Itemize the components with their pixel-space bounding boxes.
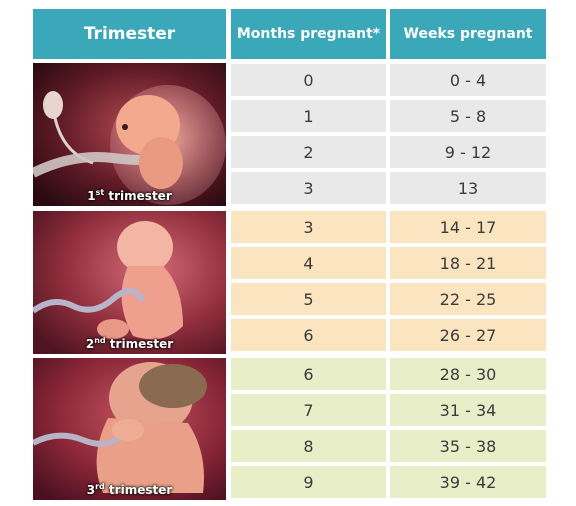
table-cell-months: 7 xyxy=(231,394,386,426)
trimester-3-image: 3rd trimester xyxy=(33,358,226,500)
header-weeks-pregnant: Weeks pregnant xyxy=(390,9,546,59)
table-cell-weeks: 28 - 30 xyxy=(390,358,546,390)
table-cell-weeks: 22 - 25 xyxy=(390,283,546,315)
table-cell-months: 6 xyxy=(231,358,386,390)
table-cell-weeks: 9 - 12 xyxy=(390,136,546,168)
baby-illustration xyxy=(33,358,226,500)
trimester-3-label: 3rd trimester xyxy=(86,482,173,497)
trimester-2-label: 2nd trimester xyxy=(85,336,174,351)
table-cell-months: 3 xyxy=(231,211,386,243)
header-months-pregnant: Months pregnant* xyxy=(231,9,386,59)
table-cell-months: 0 xyxy=(231,64,386,96)
table-cell-months: 1 xyxy=(231,100,386,132)
trimester-1-image: 1st trimester xyxy=(33,63,226,206)
table-cell-months: 9 xyxy=(231,466,386,498)
trimester-2-image: 2nd trimester xyxy=(33,211,226,354)
table-cell-months: 4 xyxy=(231,247,386,279)
table-cell-weeks: 26 - 27 xyxy=(390,319,546,351)
embryo-illustration xyxy=(33,63,226,206)
table-cell-weeks: 18 - 21 xyxy=(390,247,546,279)
table-cell-weeks: 39 - 42 xyxy=(390,466,546,498)
fetus-illustration xyxy=(33,211,226,354)
table-cell-weeks: 5 - 8 xyxy=(390,100,546,132)
table-cell-months: 6 xyxy=(231,319,386,351)
header-trimester: Trimester xyxy=(33,9,226,59)
table-cell-months: 8 xyxy=(231,430,386,462)
trimester-1-label: 1st trimester xyxy=(87,188,172,203)
table-cell-months: 5 xyxy=(231,283,386,315)
table-cell-weeks: 14 - 17 xyxy=(390,211,546,243)
table-cell-months: 3 xyxy=(231,172,386,204)
table-cell-months: 2 xyxy=(231,136,386,168)
table-cell-weeks: 13 xyxy=(390,172,546,204)
table-cell-weeks: 31 - 34 xyxy=(390,394,546,426)
table-cell-weeks: 0 - 4 xyxy=(390,64,546,96)
table-cell-weeks: 35 - 38 xyxy=(390,430,546,462)
